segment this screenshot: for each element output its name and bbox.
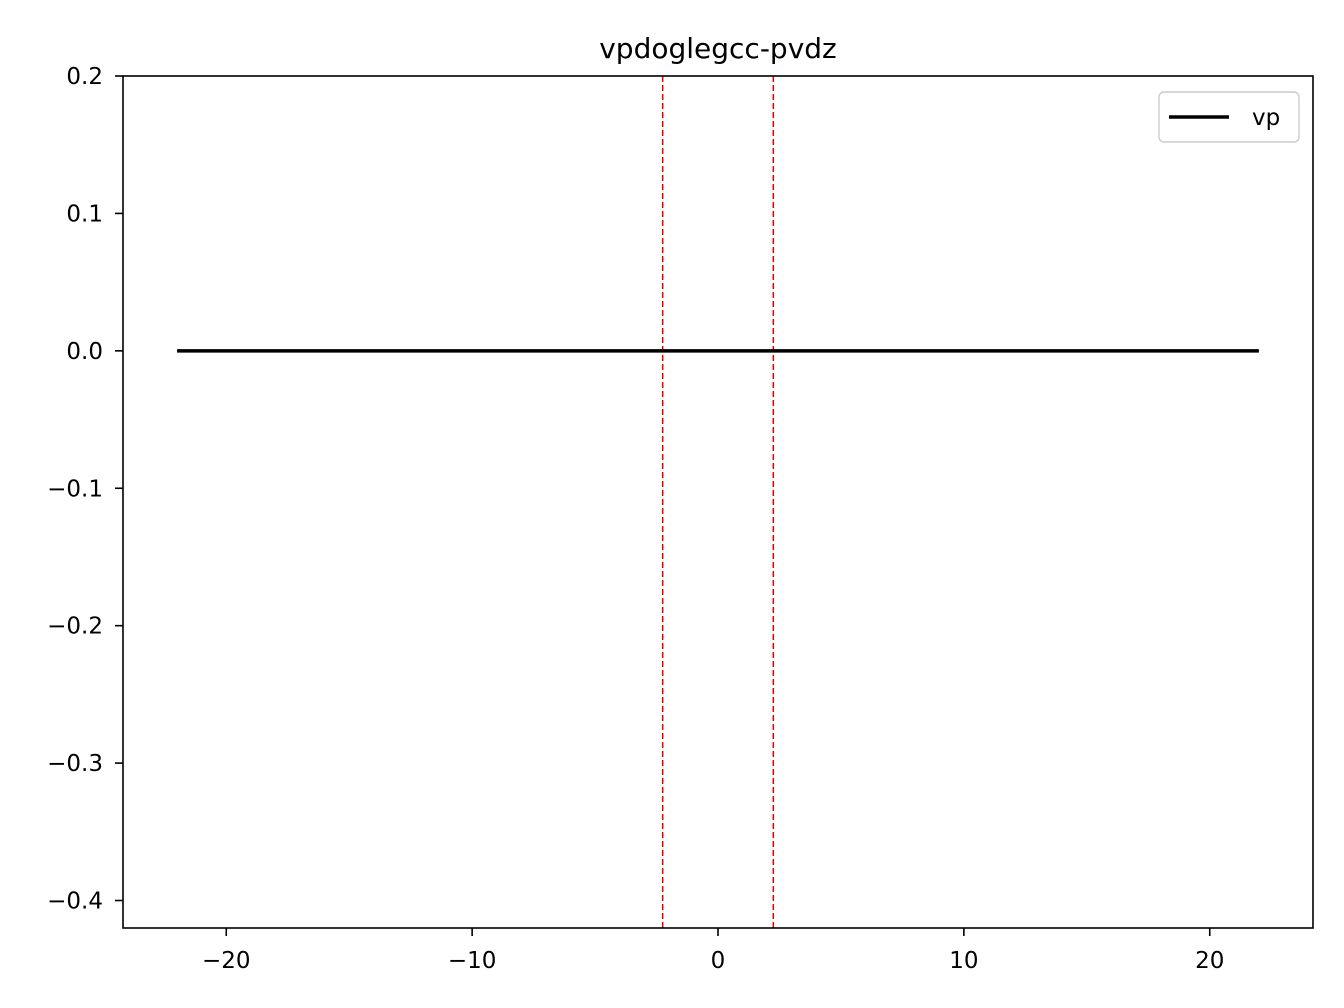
x-tick-label-0: −20 [202, 948, 251, 974]
axes: −20 −10 0 10 20 0.2 0.1 0.0 −0.1 −0.2 −0.3 −0.4 [47, 64, 1314, 974]
y-tick-label-2: 0.0 [66, 339, 103, 365]
plot-area [177, 76, 1259, 928]
legend-label-0: vp [1252, 105, 1280, 131]
y-tick-label-0: 0.2 [66, 64, 103, 90]
y-tick-label-1: 0.1 [66, 201, 103, 227]
x-tick-label-2: 0 [711, 948, 726, 974]
y-tick-label-6: −0.4 [47, 889, 103, 915]
y-tick-label-5: −0.3 [47, 751, 103, 777]
x-tick-label-1: −10 [448, 948, 497, 974]
y-tick-label-3: −0.1 [47, 476, 103, 502]
x-tick-label-3: 10 [949, 948, 978, 974]
chart-title: vpdoglegcc-pvdz [599, 32, 837, 65]
x-tick-label-4: 20 [1195, 948, 1224, 974]
legend: vp [1158, 91, 1300, 143]
axes-frame [122, 75, 1314, 929]
y-tick-label-4: −0.2 [47, 614, 103, 640]
